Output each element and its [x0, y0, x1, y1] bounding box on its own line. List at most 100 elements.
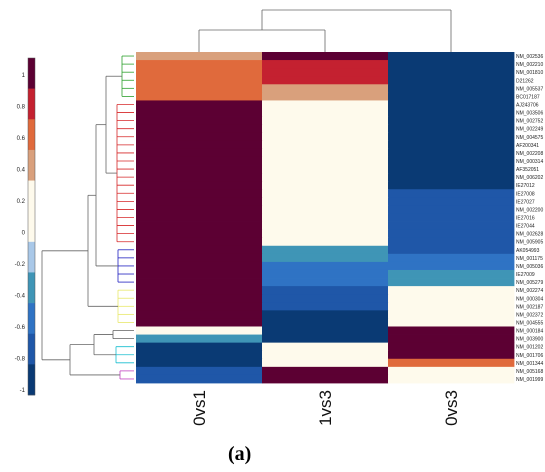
heatmap-cell	[262, 342, 389, 352]
heatmap-cell	[136, 68, 263, 77]
row-label: NM_005168	[516, 369, 543, 375]
heatmap-cell	[262, 278, 389, 287]
colorbar-segment	[28, 58, 35, 89]
heatmap-cell	[262, 68, 389, 77]
heatmap-cell	[388, 100, 515, 109]
row-label: IE27009	[516, 272, 535, 278]
heatmap-cell	[388, 181, 515, 190]
heatmap-cell	[136, 326, 263, 335]
colorbar-tick-label: 0	[22, 231, 26, 237]
heatmap-cell	[136, 269, 263, 279]
colorbar-tick-label: -1	[20, 388, 26, 394]
heatmap-cell	[262, 318, 389, 327]
heatmap-cell	[388, 350, 515, 360]
colorbar-tick-label: -0.6	[15, 325, 26, 331]
heatmap-cell	[136, 229, 263, 239]
heatmap-cell	[388, 358, 515, 368]
row-label: AK054993	[516, 248, 540, 254]
heatmap-cell	[136, 237, 263, 247]
heatmap-cell	[262, 84, 389, 93]
heatmap-cell	[388, 326, 515, 335]
heatmap-cell	[388, 221, 515, 231]
row-label: NM_001344	[516, 361, 543, 367]
heatmap-cell	[136, 156, 263, 166]
colorbar-tick-label: 0.8	[17, 105, 26, 111]
heatmap-cell	[136, 358, 263, 368]
heatmap-cell	[136, 294, 263, 303]
heatmap-cell	[136, 108, 263, 117]
heatmap-cell	[136, 132, 263, 142]
row-label: IE27016	[516, 216, 535, 222]
heatmap-cell	[136, 52, 263, 61]
heatmap-cell	[262, 148, 389, 158]
heatmap-cell	[388, 76, 515, 85]
row-label: AF200341	[516, 143, 539, 149]
row-label: NM_002210	[516, 62, 543, 68]
heatmap-cell	[388, 310, 515, 319]
heatmap-cell	[136, 76, 263, 85]
row-label: NM_001175	[516, 256, 543, 262]
heatmap-cell	[136, 334, 263, 344]
heatmap-cell	[262, 366, 389, 376]
heatmap-cell	[388, 253, 515, 263]
colorbar-tick-label: -0.8	[15, 357, 26, 363]
row-label: NM_005537	[516, 86, 543, 92]
heatmap-cell	[388, 366, 515, 376]
heatmap-cell	[136, 84, 263, 93]
row-label: NM_002187	[516, 304, 543, 310]
heatmap-cell	[262, 108, 389, 117]
row-label: NM_002628	[516, 232, 543, 238]
row-label: IE27012	[516, 183, 535, 189]
row-label: NM_005905	[516, 240, 543, 246]
heatmap-cell	[388, 68, 515, 77]
heatmap-cell	[388, 302, 515, 311]
heatmap-cell	[262, 189, 389, 198]
heatmap-cell	[136, 342, 263, 352]
heatmap-cell	[388, 286, 515, 295]
row-label: NM_006202	[516, 175, 543, 181]
column-label: 0vs3	[442, 390, 461, 426]
heatmap-cell	[262, 173, 389, 182]
heatmap-cell	[388, 108, 515, 117]
row-label: NM_003506	[516, 111, 543, 117]
heatmap-cells	[136, 52, 515, 384]
colorbar-frame	[27, 57, 36, 396]
colorbar-tick-label: 0.6	[17, 136, 26, 142]
column-dendrogram	[198, 9, 452, 52]
heatmap-cell	[388, 229, 515, 239]
row-label: IE27027	[516, 199, 535, 205]
row-label: IE27044	[516, 224, 535, 230]
colorbar-tick-label: 1	[22, 73, 26, 79]
heatmap-cell	[262, 358, 389, 368]
heatmap-cell	[262, 60, 389, 69]
heatmap-cell	[262, 181, 389, 190]
row-label: NM_000184	[516, 329, 543, 335]
heatmap-cell	[262, 76, 389, 85]
heatmap-cell	[388, 197, 515, 206]
row-label: NM_004575	[516, 135, 543, 141]
colorbar-tick-label: 0.2	[17, 199, 26, 205]
heatmap-cell	[136, 261, 263, 271]
heatmap-cell	[388, 294, 515, 303]
heatmap-cell	[262, 374, 389, 384]
colorbar-segment	[28, 364, 35, 396]
row-label: IE27008	[516, 191, 535, 197]
heatmap-cell	[388, 334, 515, 344]
row-dendrogram	[41, 55, 134, 380]
row-label: AJ243706	[516, 102, 539, 108]
heatmap-cell	[388, 278, 515, 287]
heatmap-cell	[388, 245, 515, 255]
colorbar-segment	[28, 333, 35, 365]
heatmap-cell	[262, 221, 389, 231]
row-label: NM_005036	[516, 264, 543, 270]
heatmap-cell	[388, 124, 515, 134]
heatmap-cell	[388, 148, 515, 158]
row-labels: NM_002536 NM_002210 NM_001810 D21262 NM_0055…	[516, 54, 543, 383]
heatmap-cell	[136, 100, 263, 109]
row-label: NM_002752	[516, 119, 543, 125]
heatmap-cell	[136, 92, 263, 101]
heatmap-cell	[262, 100, 389, 109]
heatmap-cell	[136, 221, 263, 231]
heatmap-cell	[262, 237, 389, 247]
